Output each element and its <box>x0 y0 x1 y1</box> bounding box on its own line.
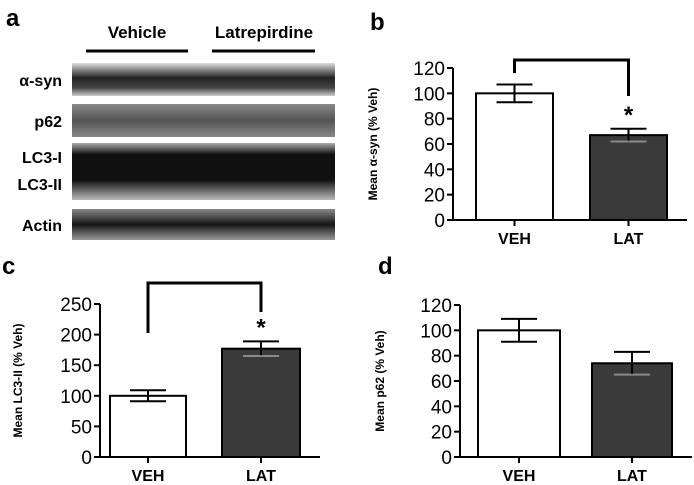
y-axis-label: Mean α-syn (% Veh) <box>366 88 380 201</box>
y-tick-label: 120 <box>420 296 452 317</box>
panel-c-chart: c 0 50 100 150 200 250 Mean LC3-II (% Veh) VEH LA… <box>2 253 320 485</box>
y-axis-label: Mean p62 (% Veh) <box>373 330 387 431</box>
bar-lat <box>589 134 668 221</box>
row-label-lc3-i: LC3-I <box>22 150 62 167</box>
panel-label-c: c <box>2 253 15 280</box>
y-tick-label: 150 <box>60 356 92 377</box>
significance-marker: * <box>624 102 634 129</box>
x-tick-label-veh: VEH <box>132 468 165 485</box>
y-tick-label: 60 <box>424 135 445 156</box>
bar-lat <box>221 347 301 458</box>
bar-veh <box>109 394 187 458</box>
y-tick-label: 100 <box>60 387 92 408</box>
blot-p62 <box>72 104 335 137</box>
x-tick-label-lat: LAT <box>246 468 276 485</box>
y-tick-label: 200 <box>60 326 92 347</box>
panel-label-a: a <box>6 5 20 32</box>
blot-lc3 <box>72 143 335 200</box>
panel-b-chart: b 0 20 40 60 80 100 120 Mean α-syn (% Veh) VEH LAT… <box>366 9 687 248</box>
y-tick-label: 80 <box>424 110 445 131</box>
significance-marker: * <box>256 314 266 341</box>
group-label-vehicle: Vehicle <box>108 23 167 42</box>
y-tick-label: 60 <box>431 372 452 393</box>
y-tick-label: 40 <box>431 397 452 418</box>
y-tick-label: 20 <box>431 423 452 444</box>
x-tick-label-veh: VEH <box>503 468 536 485</box>
x-tick-label-veh: VEH <box>498 231 531 248</box>
bar-lat <box>591 362 673 458</box>
significance-bracket <box>513 58 630 96</box>
significance-bracket <box>146 281 263 333</box>
x-tick-label-lat: LAT <box>617 468 647 485</box>
bar-veh <box>475 92 554 221</box>
row-label-p62: p62 <box>34 114 62 131</box>
panel-label-b: b <box>370 9 385 36</box>
group-label-latrepirdine: Latrepirdine <box>215 23 313 42</box>
row-label-alpha-syn: α-syn <box>19 73 62 90</box>
y-tick-label: 80 <box>431 347 452 368</box>
y-tick-label: 20 <box>424 186 445 207</box>
panel-d-chart: d 0 20 40 60 80 100 120 Mean p62 (% Veh) VEH LAT <box>373 253 692 485</box>
y-tick-label: 120 <box>413 59 445 80</box>
y-tick-label: 250 <box>60 295 92 316</box>
y-tick-label: 0 <box>434 211 445 232</box>
row-label-lc3-ii: LC3-II <box>18 177 62 194</box>
y-tick-label: 0 <box>441 448 452 469</box>
panel-a-western-blot: a Vehicle Latrepirdine α-syn p62 LC3-I L… <box>6 5 335 240</box>
bar-veh <box>477 329 561 459</box>
x-tick-label-lat: LAT <box>614 231 644 248</box>
blot-alpha-syn <box>72 63 335 96</box>
y-tick-label: 100 <box>413 84 445 105</box>
y-axis-label: Mean LC3-II (% Veh) <box>11 323 25 437</box>
y-tick-label: 50 <box>71 417 92 438</box>
panel-label-d: d <box>378 253 393 280</box>
y-tick-label: 0 <box>81 448 92 469</box>
row-label-actin: Actin <box>22 218 62 235</box>
y-tick-label: 40 <box>424 160 445 181</box>
blot-actin <box>72 209 335 240</box>
y-tick-label: 100 <box>420 321 452 342</box>
